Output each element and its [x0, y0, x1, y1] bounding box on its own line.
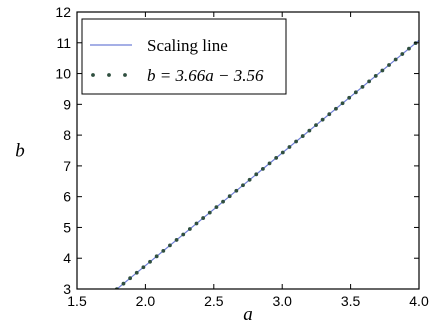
fit-line-dot	[82, 315, 86, 319]
fit-line-dot	[360, 84, 365, 89]
fit-line-dot	[274, 156, 279, 160]
fit-line-dot	[108, 293, 112, 297]
legend-label-fit-line: b = 3.66a − 3.56	[147, 66, 264, 85]
fit-line-dot	[75, 320, 79, 324]
legend-dot	[123, 73, 127, 77]
fit-line-dot	[280, 150, 285, 155]
y-tick-label: 12	[55, 4, 71, 20]
x-tick-label: 4.0	[409, 293, 429, 309]
fit-line-dot	[353, 90, 358, 95]
fit-line-dot	[128, 276, 133, 281]
y-tick-label: 4	[63, 250, 71, 266]
x-tick-label: 2.5	[204, 293, 224, 309]
fit-line-dot	[373, 74, 378, 78]
fit-line-dot	[320, 117, 325, 122]
fit-line-dot	[141, 265, 146, 270]
fit-line-dot	[174, 238, 179, 242]
fit-line-dot	[307, 128, 312, 133]
y-axis-label: b	[15, 141, 25, 162]
fit-line-dot	[334, 106, 338, 111]
plot-frame	[76, 11, 420, 290]
legend: Scaling line b = 3.66a − 3.56	[81, 18, 287, 95]
fit-line-dot	[201, 216, 206, 220]
series-layer	[75, 39, 419, 324]
fit-line-dot	[168, 243, 172, 248]
fit-line-dot	[95, 304, 99, 308]
fit-line-dot	[221, 199, 225, 204]
fit-line-dot	[287, 145, 292, 149]
fit-line-dot	[327, 112, 332, 117]
y-tick-label: 7	[63, 158, 71, 174]
x-tick-label: 3.5	[341, 293, 361, 309]
fit-line-dot	[148, 259, 152, 264]
y-tick-label: 10	[55, 66, 71, 82]
fit-line-dot	[194, 221, 199, 226]
fit-line-dot	[187, 227, 192, 231]
fit-line-dot	[207, 210, 212, 215]
fit-line-dot	[241, 183, 245, 188]
x-axis-label: a	[243, 304, 253, 325]
fit-line-dot	[121, 281, 126, 286]
fit-line-dot	[154, 254, 159, 259]
fit-line-dot	[234, 188, 239, 193]
fit-line-dot	[387, 63, 391, 67]
x-tick-label: 2.0	[136, 293, 156, 309]
fit-line-dot	[88, 309, 92, 313]
fit-line-dot	[181, 232, 186, 237]
fit-line-dot	[267, 161, 272, 166]
y-tick-label: 5	[63, 219, 71, 235]
fit-line-dot	[102, 298, 106, 302]
y-tick-label: 11	[56, 35, 71, 51]
x-tick-label: 1.5	[67, 293, 87, 309]
fit-line-dot	[407, 46, 411, 51]
series-fit-line	[75, 41, 418, 324]
fit-line-dot	[214, 205, 219, 210]
legend-dot	[107, 73, 111, 77]
legend-dot	[91, 73, 95, 77]
fit-line-dot	[347, 95, 352, 100]
fit-line-dot	[161, 248, 166, 253]
legend-box	[81, 18, 287, 95]
fit-line-dot	[400, 52, 405, 56]
y-tick-label: 9	[63, 96, 71, 112]
fit-line-dot	[393, 57, 398, 62]
fit-line-dot	[134, 270, 139, 275]
y-tick-label: 8	[63, 127, 71, 143]
fit-line-dot	[300, 134, 305, 138]
y-tick-label: 3	[63, 281, 71, 297]
x-tick-label: 3.0	[272, 293, 292, 309]
y-tick-label: 6	[63, 189, 71, 205]
ticks-layer: 1.5 2.0 2.5 3.0 3.5 4.0 3 4 5 6 7 8 9 10 11 12	[55, 4, 429, 309]
fit-line-dot	[260, 166, 265, 171]
fit-line-dot	[254, 172, 259, 177]
fit-line-dot	[227, 194, 232, 199]
fit-line-dot	[314, 123, 318, 128]
fit-line-dot	[247, 177, 252, 182]
fit-line-dot	[380, 68, 385, 73]
legend-swatch-fit-line	[91, 73, 127, 77]
fit-line-dot	[367, 79, 372, 84]
fit-line-dot	[340, 101, 345, 106]
legend-label-scaling-line: Scaling line	[147, 36, 228, 55]
fit-line-dot	[294, 139, 298, 144]
